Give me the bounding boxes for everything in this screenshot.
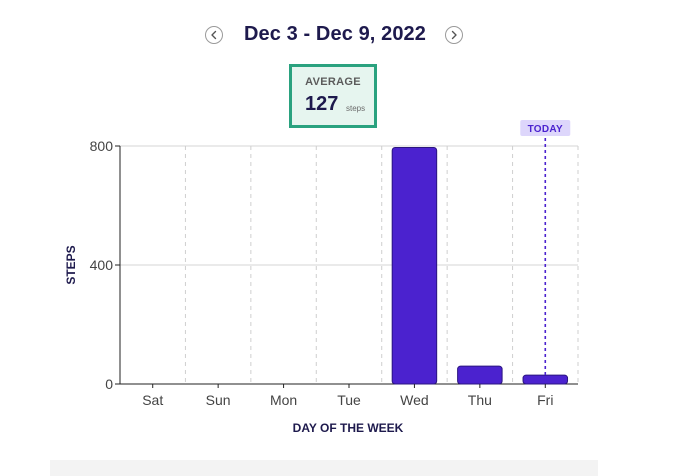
today-badge-label: TODAY bbox=[528, 124, 563, 135]
y-axis-title: STEPS bbox=[64, 245, 78, 284]
y-tick-label: 0 bbox=[105, 376, 113, 392]
x-tick-label: Thu bbox=[468, 392, 492, 408]
bar-thu bbox=[457, 365, 503, 385]
y-tick-label: 400 bbox=[90, 257, 114, 273]
x-tick-label: Fri bbox=[537, 392, 553, 408]
week-header: Dec 3 - Dec 9, 2022 bbox=[0, 18, 700, 54]
average-value: 127 bbox=[305, 93, 339, 115]
previous-week-button[interactable] bbox=[205, 26, 223, 44]
bar-wed bbox=[391, 146, 438, 385]
x-tick-label: Sun bbox=[206, 392, 231, 408]
bottom-panel-edge bbox=[50, 460, 598, 476]
x-axis-title: DAY OF THE WEEK bbox=[293, 421, 404, 435]
x-tick-label: Wed bbox=[400, 392, 429, 408]
chevron-right-icon bbox=[451, 30, 457, 40]
average-unit: steps bbox=[346, 104, 366, 113]
y-tick-label: 800 bbox=[90, 138, 114, 154]
average-label: AVERAGE bbox=[305, 76, 361, 88]
average-card: AVERAGE 127 steps bbox=[289, 64, 377, 128]
x-tick-label: Mon bbox=[270, 392, 297, 408]
next-week-button[interactable] bbox=[445, 26, 463, 44]
x-tick-label: Tue bbox=[337, 392, 361, 408]
today-badge bbox=[520, 120, 571, 136]
date-range-title: Dec 3 - Dec 9, 2022 bbox=[243, 23, 427, 45]
chevron-left-icon bbox=[211, 30, 217, 40]
x-tick-label: Sat bbox=[142, 392, 163, 408]
